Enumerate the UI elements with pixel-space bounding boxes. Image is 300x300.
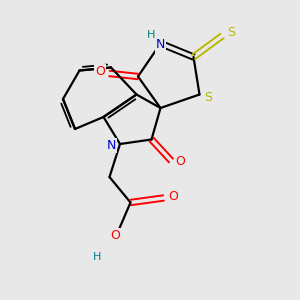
Text: N: N	[156, 38, 165, 52]
Text: O: O	[175, 155, 185, 169]
Text: H: H	[147, 30, 156, 40]
Text: H: H	[93, 251, 102, 262]
Text: O: O	[111, 229, 120, 242]
Text: N: N	[106, 139, 116, 152]
Text: S: S	[227, 26, 235, 40]
Text: O: O	[95, 64, 105, 78]
Text: O: O	[168, 190, 178, 203]
Text: S: S	[205, 91, 212, 104]
